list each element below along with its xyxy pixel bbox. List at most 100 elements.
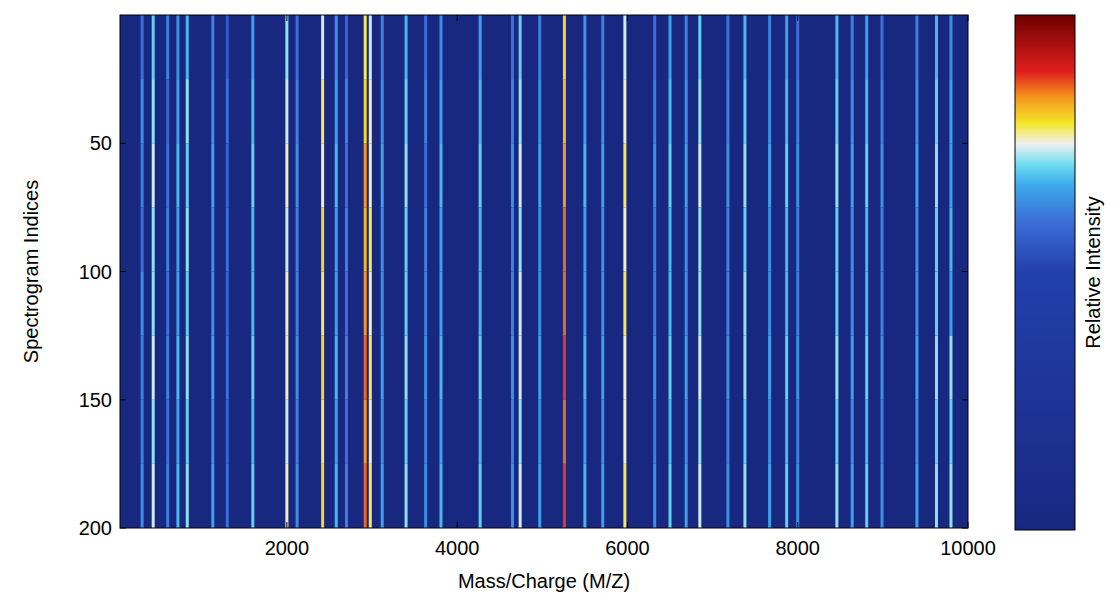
heatmap-cell (335, 464, 338, 528)
heatmap-cell (211, 464, 214, 528)
x-tick (457, 522, 458, 528)
heatmap-cell (439, 79, 442, 143)
heatmap-cell (345, 15, 348, 79)
heatmap-cell (479, 336, 482, 400)
heatmap-cell (152, 79, 155, 143)
heatmap-cell (583, 464, 586, 528)
heatmap-cell (176, 143, 179, 207)
heatmap-cell (583, 400, 586, 464)
heatmap-cell (601, 15, 604, 79)
heatmap-cell (785, 464, 788, 528)
heatmap-cell (152, 15, 155, 79)
heatmap-cell (623, 272, 626, 336)
heatmap-cell (345, 79, 348, 143)
heatmap-cell (669, 464, 672, 528)
heatmap-cell (726, 79, 729, 143)
x-tick (286, 522, 287, 528)
heatmap-cell (653, 400, 656, 464)
heatmap-cell (669, 207, 672, 271)
heatmap-cell (623, 336, 626, 400)
heatmap-cell (166, 336, 169, 400)
heatmap-cell (511, 336, 514, 400)
heatmap-cell (364, 143, 367, 207)
heatmap-cell (321, 79, 324, 143)
heatmap-cell (563, 15, 566, 79)
heatmap-cell (285, 207, 288, 271)
heatmap-cell (141, 272, 144, 336)
heatmap-cell (369, 464, 372, 528)
heatmap-cell (623, 464, 626, 528)
heatmap-cell (285, 464, 288, 528)
heatmap-cell (865, 272, 868, 336)
heatmap-cell (796, 143, 799, 207)
heatmap-cell (563, 79, 566, 143)
heatmap-cell (296, 464, 299, 528)
heatmap-cell (424, 272, 427, 336)
heatmap-cell (335, 79, 338, 143)
heatmap-cell (865, 207, 868, 271)
heatmap-cell (538, 464, 541, 528)
heatmap-cell (743, 79, 746, 143)
heatmap-cell (865, 15, 868, 79)
heatmap-cell (364, 207, 367, 271)
heatmap-cell (935, 207, 938, 271)
heatmap-cell (768, 336, 771, 400)
heatmap-cell (563, 464, 566, 528)
heatmap-cell (321, 336, 324, 400)
heatmap-cell (186, 464, 189, 528)
heatmap-cell (915, 15, 918, 79)
heatmap-cell (796, 15, 799, 79)
heatmap-cell (511, 207, 514, 271)
heatmap-cell (211, 143, 214, 207)
heatmap-cell (364, 464, 367, 528)
heatmap-cell (166, 207, 169, 271)
heatmap-cell (785, 400, 788, 464)
heatmap-cell (881, 143, 884, 207)
heatmap-cell (835, 336, 838, 400)
heatmap-cell (698, 143, 701, 207)
heatmap-cell (296, 272, 299, 336)
heatmap-cell (369, 400, 372, 464)
heatmap-cell (321, 400, 324, 464)
heatmap-cell (381, 272, 384, 336)
heatmap-cell (935, 464, 938, 528)
heatmap-cell (743, 400, 746, 464)
y-tick (962, 271, 968, 272)
heatmap-cell (698, 336, 701, 400)
heatmap-cell (186, 207, 189, 271)
heatmap-cell (653, 207, 656, 271)
heatmap-cell (851, 15, 854, 79)
heatmap-cell (296, 400, 299, 464)
heatmap-cell (785, 272, 788, 336)
heatmap-cell (511, 15, 514, 79)
heatmap-cell (251, 400, 254, 464)
heatmap-cell (335, 336, 338, 400)
heatmap-cell (381, 400, 384, 464)
heatmap-cell (335, 143, 338, 207)
heatmap-cell (935, 79, 938, 143)
heatmap-cell (743, 464, 746, 528)
heatmap-cell (726, 15, 729, 79)
heatmap-cell (743, 272, 746, 336)
chart: 20004000600080001000050100150200Mass/Cha… (0, 0, 1120, 614)
heatmap-cell (768, 143, 771, 207)
heatmap-cell (424, 79, 427, 143)
heatmap-cell (321, 272, 324, 336)
heatmap-cell (364, 336, 367, 400)
heatmap-cell (698, 207, 701, 271)
heatmap-cell (345, 464, 348, 528)
heatmap-cell (743, 143, 746, 207)
y-tick-label: 150 (79, 389, 112, 411)
heatmap-cell (211, 207, 214, 271)
heatmap-cell (321, 464, 324, 528)
heatmap-cell (698, 464, 701, 528)
x-tick-label: 2000 (265, 537, 310, 559)
heatmap-cell (835, 207, 838, 271)
heatmap-cell (623, 143, 626, 207)
heatmap-cell (563, 143, 566, 207)
x-tick (286, 15, 287, 21)
heatmap-cell (439, 15, 442, 79)
heatmap-cell (186, 336, 189, 400)
heatmap-cell (226, 400, 229, 464)
heatmap-cell (296, 336, 299, 400)
